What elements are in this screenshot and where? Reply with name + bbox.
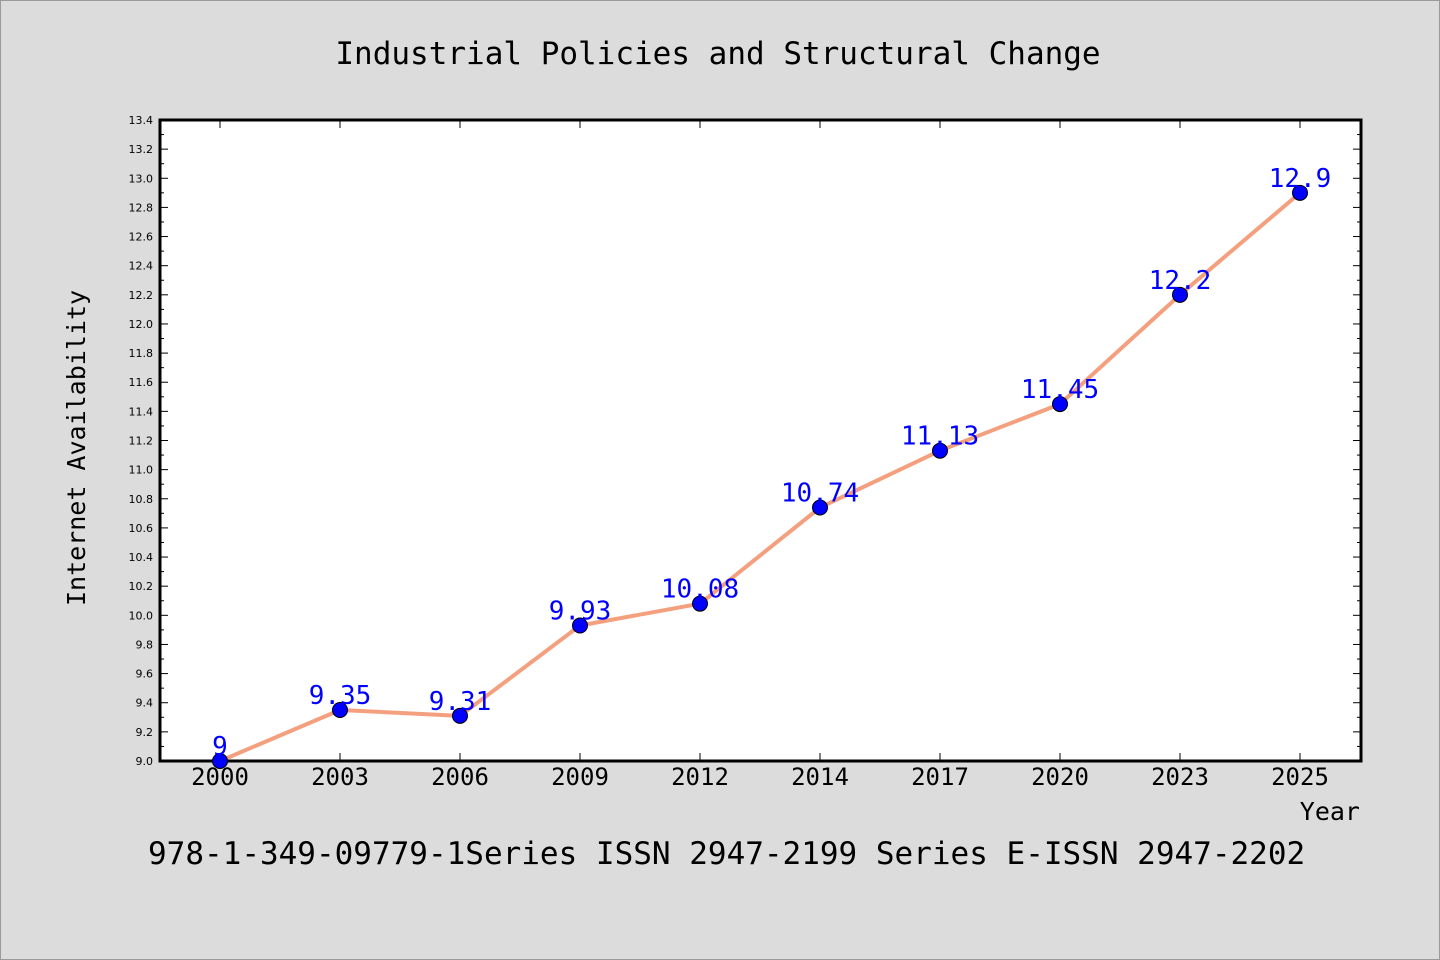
data-label: 9.93 bbox=[549, 597, 612, 627]
x-axis-label: Year bbox=[1300, 797, 1360, 826]
data-point bbox=[932, 442, 948, 459]
data-point bbox=[212, 753, 228, 769]
data-point bbox=[572, 617, 588, 634]
y-tick-label: 13.2 bbox=[129, 143, 154, 156]
y-tick-label: 9.6 bbox=[136, 668, 154, 681]
y-tick-label: 11.4 bbox=[129, 405, 154, 418]
data-label: 9.35 bbox=[309, 681, 372, 711]
y-tick-label: 12.2 bbox=[129, 289, 154, 302]
y-tick-label: 12.0 bbox=[129, 318, 154, 331]
data-label: 11.13 bbox=[901, 422, 979, 452]
x-tick-label: 2020 bbox=[1031, 763, 1089, 791]
data-label: 10.74 bbox=[781, 479, 859, 509]
chart-title: Industrial Policies and Structural Chang… bbox=[335, 36, 1100, 72]
data-labels: 9 9.35 9.31 9.93 10.08 10.74 11.13 11.45 12.2 12.… bbox=[212, 164, 1331, 762]
x-tick-label: 2012 bbox=[671, 763, 729, 791]
x-tick-label: 2009 bbox=[551, 763, 609, 791]
y-tick-label: 12.8 bbox=[129, 201, 154, 214]
x-axis-ticks: 2000 2003 2006 2009 2012 2014 2017 2020 2023 2025 bbox=[191, 120, 1329, 791]
y-tick-label: 11.8 bbox=[129, 347, 154, 360]
data-label: 11.45 bbox=[1021, 375, 1099, 405]
y-axis-label: Internet Availability bbox=[62, 290, 91, 606]
data-point bbox=[1052, 396, 1068, 413]
x-tick-label: 2023 bbox=[1151, 763, 1209, 791]
footer-text: 978-1-349-09779-1Series ISSN 2947-2199 S… bbox=[148, 836, 1305, 872]
y-tick-label: 13.0 bbox=[129, 172, 154, 185]
data-point bbox=[1172, 286, 1188, 303]
y-tick-label: 10.8 bbox=[129, 493, 154, 506]
y-tick-label: 9.2 bbox=[136, 726, 154, 739]
y-tick-label: 10.2 bbox=[129, 580, 154, 593]
data-point bbox=[452, 707, 468, 724]
data-point bbox=[692, 595, 708, 612]
plot-area bbox=[158, 118, 1363, 763]
y-tick-label: 11.2 bbox=[129, 435, 154, 448]
data-point bbox=[812, 499, 828, 516]
y-tick-label: 10.6 bbox=[129, 522, 154, 535]
y-tick-label: 9.4 bbox=[136, 697, 154, 710]
x-tick-label: 2003 bbox=[311, 763, 369, 791]
y-tick-label: 11.0 bbox=[129, 464, 154, 477]
x-tick-label: 2006 bbox=[431, 763, 489, 791]
data-label: 9 bbox=[212, 732, 228, 762]
series-line bbox=[219, 191, 1302, 763]
y-tick-label: 12.4 bbox=[129, 260, 154, 273]
y-tick-label: 10.0 bbox=[129, 609, 154, 622]
data-label: 12.9 bbox=[1269, 164, 1332, 194]
y-tick-label: 13.4 bbox=[129, 114, 154, 127]
data-point bbox=[332, 702, 348, 719]
data-label: 10.08 bbox=[661, 575, 739, 605]
series-group bbox=[212, 184, 1308, 769]
y-tick-label: 12.6 bbox=[129, 231, 154, 244]
data-point bbox=[1292, 184, 1308, 201]
x-tick-label: 2025 bbox=[1271, 763, 1329, 791]
y-tick-label: 9.0 bbox=[136, 755, 154, 768]
y-tick-label: 10.4 bbox=[129, 551, 154, 564]
data-label: 12.2 bbox=[1149, 266, 1212, 296]
x-tick-label: 2017 bbox=[911, 763, 969, 791]
y-tick-label: 11.6 bbox=[129, 376, 154, 389]
data-label: 9.31 bbox=[429, 687, 492, 717]
y-axis-ticks: 9.0 9.2 9.4 9.6 9.8 10.0 10.2 10.4 10.6 10.8 11.0 1… bbox=[129, 114, 1361, 768]
x-tick-label: 2014 bbox=[791, 763, 849, 791]
y-tick-label: 9.8 bbox=[136, 638, 154, 651]
